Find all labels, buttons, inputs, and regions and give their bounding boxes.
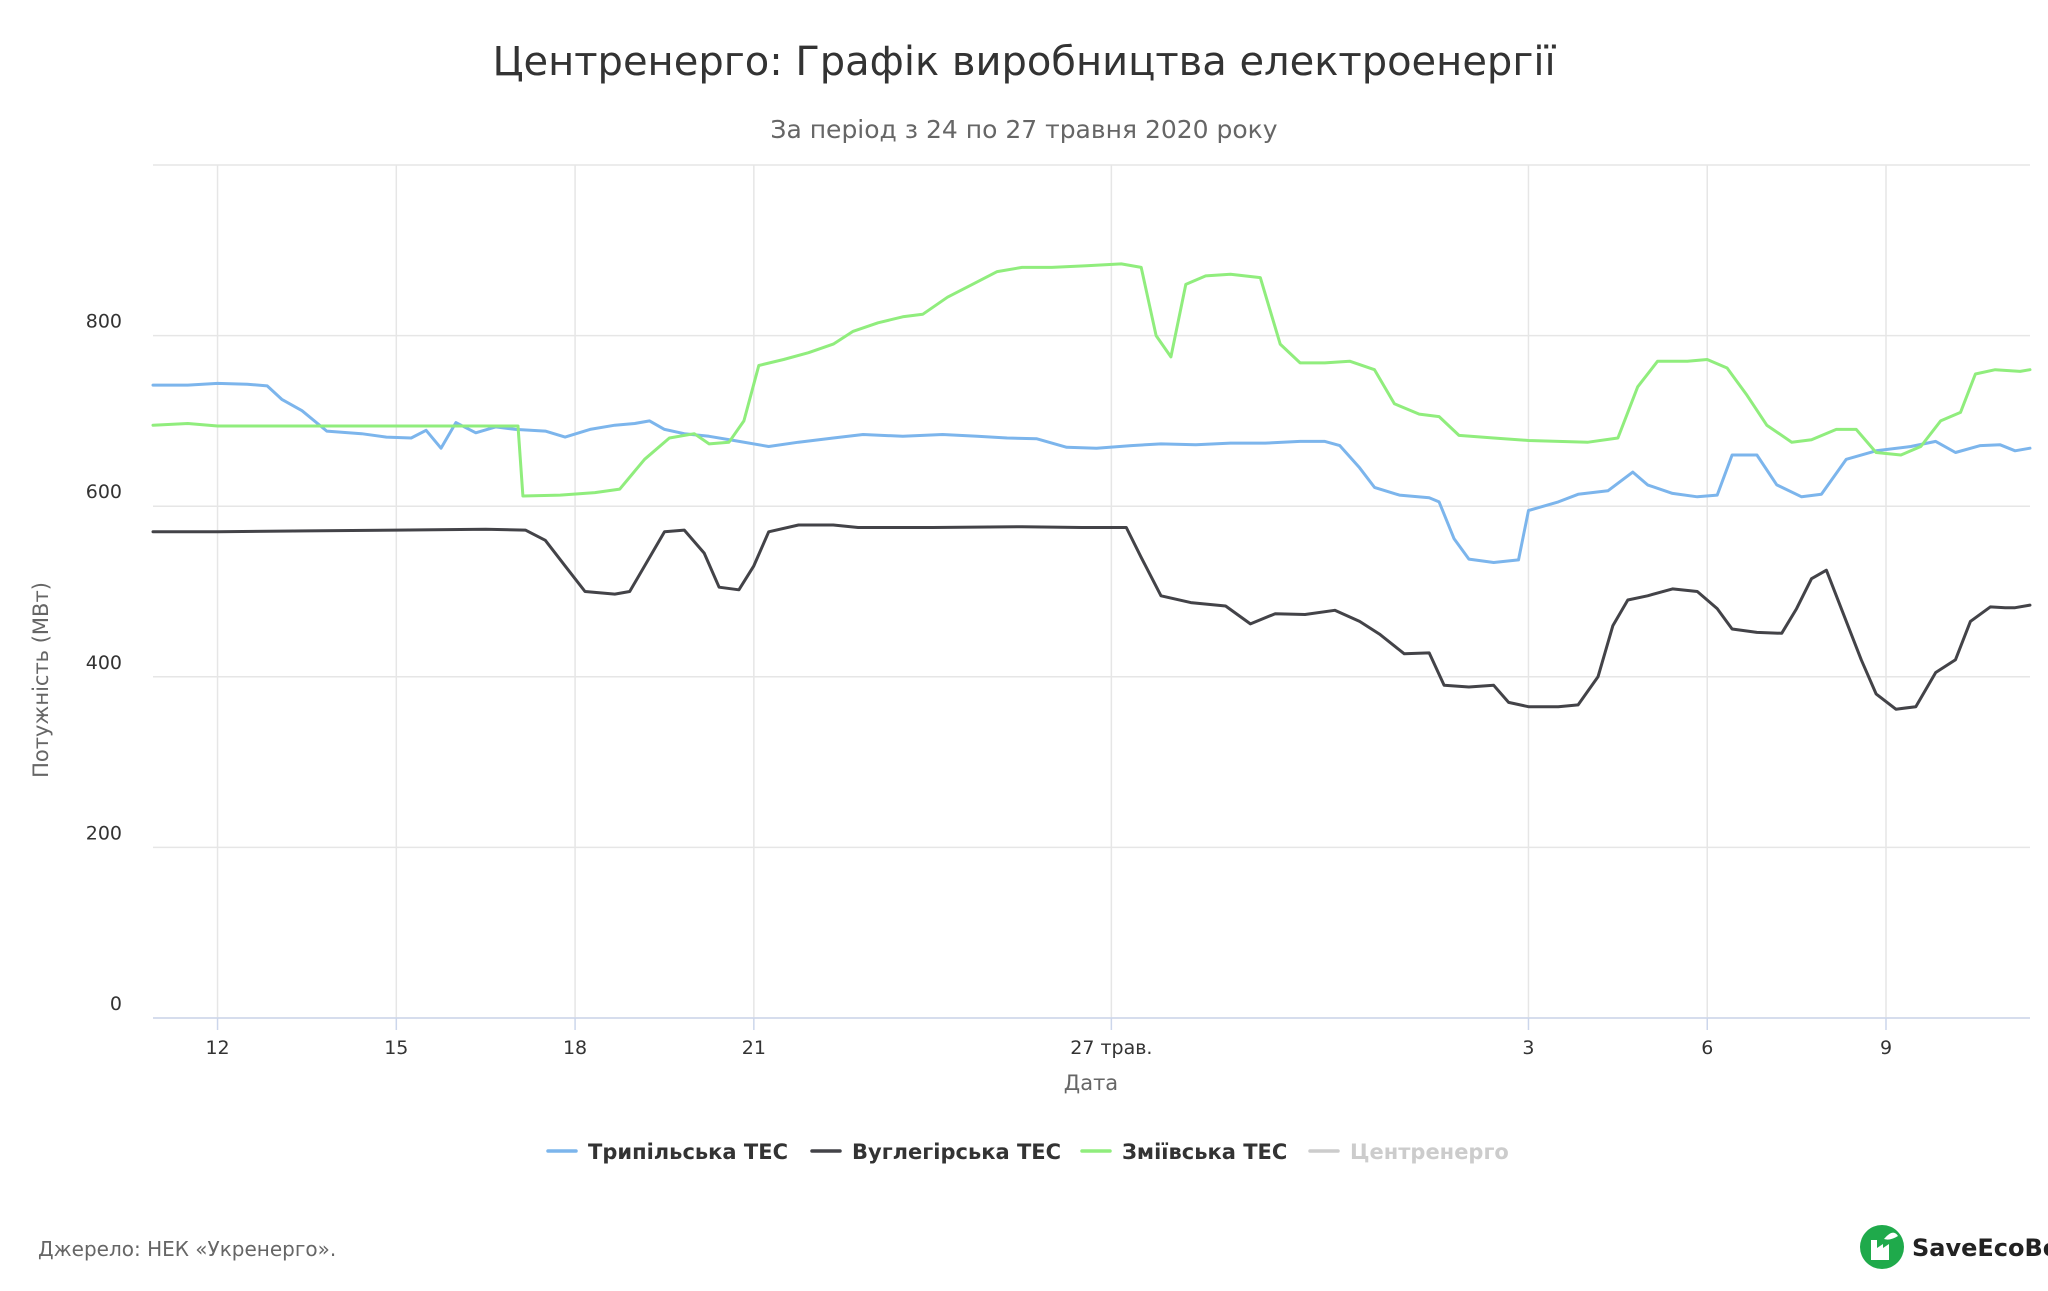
y-tick-label: 200	[86, 822, 122, 844]
legend-item-3[interactable]: Зміївська ТЕС	[1080, 1140, 1287, 1164]
legend-label: Трипільська ТЕС	[588, 1140, 788, 1164]
plot-gridlines	[153, 164, 2030, 1019]
legend-item-4[interactable]: Центренерго	[1308, 1140, 1509, 1164]
leaf-icon	[1871, 1232, 1898, 1260]
brand-name: SaveEcoBot	[1912, 1234, 2048, 1262]
y-tick-label: 600	[86, 481, 122, 503]
y-tick-label: 400	[86, 652, 122, 674]
chart-title: Центренерго: Графік виробництва електрое…	[492, 39, 1556, 85]
legend-label: Центренерго	[1350, 1140, 1509, 1164]
series-line-1	[151, 381, 2032, 564]
x-tick-label: 21	[742, 1037, 766, 1059]
legend-item-2[interactable]: Вуглегірська ТЕС	[810, 1140, 1061, 1164]
x-tick-label: 9	[1880, 1037, 1892, 1059]
x-tick-label: 27 трав.	[1070, 1037, 1152, 1059]
x-tick-label: 6	[1701, 1037, 1713, 1059]
y-tick-label: 0	[110, 993, 122, 1015]
series-line-3	[151, 262, 2032, 498]
x-tick-label: 3	[1522, 1037, 1534, 1059]
x-tick-label: 15	[384, 1037, 408, 1059]
source-note: Джерело: НЕК «Укренерго».	[38, 1237, 336, 1261]
x-tick-label: 12	[205, 1037, 229, 1059]
y-axis-title: Потужність (МВт)	[29, 582, 53, 778]
legend-label: Вуглегірська ТЕС	[852, 1140, 1061, 1164]
plot-series	[151, 262, 2032, 711]
legend-item-1[interactable]: Трипільська ТЕС	[546, 1140, 788, 1164]
legend-label: Зміївська ТЕС	[1122, 1140, 1287, 1164]
x-tick-label: 18	[563, 1037, 587, 1059]
plot-axes: 0 200 400 600 800 12 15 18 21 27 трав. 3 6 9	[86, 311, 2030, 1059]
series-line-2	[151, 523, 2032, 711]
brand-logo[interactable]: SaveEcoBot	[1860, 1225, 2048, 1269]
y-tick-label: 800	[86, 311, 122, 333]
x-axis-title: Дата	[1064, 1071, 1118, 1095]
chart-legend: Трипільська ТЕС Вуглегірська ТЕС Зміївська…	[546, 1140, 1509, 1164]
chart-subtitle: За період з 24 по 27 травня 2020 року	[770, 115, 1277, 144]
